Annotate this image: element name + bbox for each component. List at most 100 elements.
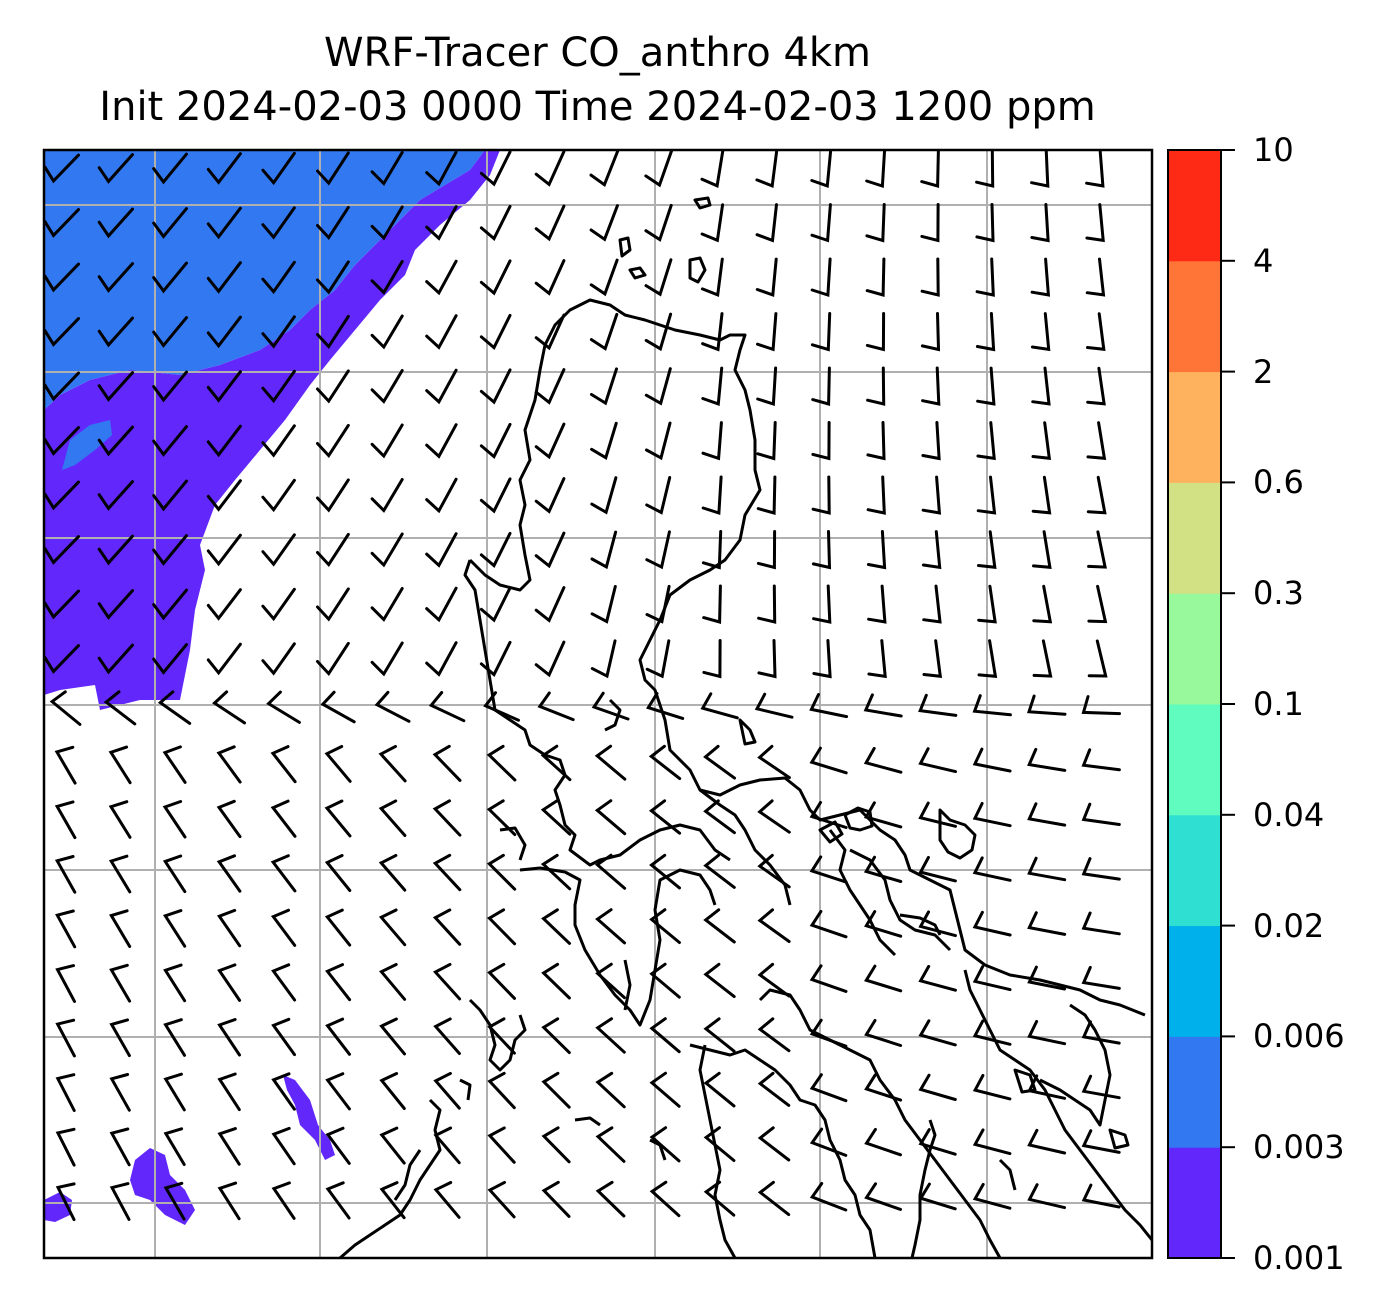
wind-barb [216,854,242,893]
wind-barb [217,963,242,1002]
wind-barb [216,908,242,948]
wind-barb [206,533,242,567]
wind-barb [866,366,886,406]
wind-barb [810,312,832,352]
wind-barb [487,962,516,1000]
wind-barb [701,366,724,406]
wind-barb [703,1071,736,1108]
wind-barb [867,639,887,679]
wind-barb [44,262,80,293]
wind-barb [918,1128,957,1156]
wind-barb [755,150,779,188]
wind-barb [379,963,407,1001]
wind-barb [483,691,520,722]
wind-barb [432,853,462,892]
wind-barb [865,257,886,297]
wind-barb [972,1019,1012,1046]
wind-barb [540,853,572,891]
wind-barb [922,639,943,679]
wind-barb [865,203,886,243]
wind-barb [866,475,886,515]
wind-barb [649,1017,681,1054]
wind-barb [809,1073,848,1103]
wind-barb [920,203,940,243]
wind-barb [1081,748,1121,772]
wind-barb [206,152,242,185]
wind-barb [1085,150,1105,188]
wind-barb [1030,150,1050,188]
wind-barb [425,368,458,405]
wind-barb [217,1181,241,1221]
wind-barb [109,1073,131,1112]
wind-barb [261,424,296,458]
wind-barb [863,801,903,829]
coastline [339,196,1152,1258]
wind-barb [649,1126,681,1163]
wind-barb [864,1182,902,1211]
wind-barb [534,313,566,351]
wind-barb [1081,695,1121,716]
wind-barb [370,532,404,568]
wind-barb [703,1017,736,1053]
wind-barb [645,421,672,461]
wind-barb [487,1180,516,1219]
wind-barb [920,257,940,297]
wind-barb [44,426,80,456]
wind-barb [487,1071,516,1110]
wind-barb [646,692,685,720]
wind-barb [379,1126,406,1165]
wind-barb [206,642,242,676]
wind-barb [918,1073,957,1101]
wind-barb [479,204,512,241]
wind-barb [976,366,996,406]
wind-barb [534,204,566,242]
wind-barb [217,1072,241,1112]
wind-barb [261,369,296,404]
wind-barb [534,531,566,569]
wind-barb [703,744,736,780]
wind-barb [97,534,134,566]
colorbar-label: 0.1 [1253,685,1304,723]
wind-barb [163,1018,186,1057]
wind-barb [1081,1183,1121,1209]
wind-barb [649,1180,681,1218]
wind-barb [316,260,350,295]
wind-barb [921,475,942,515]
wind-barb [809,1018,848,1048]
wind-barb [1027,1020,1067,1046]
wind-barb [757,962,791,998]
wind-barb [918,1182,957,1211]
wind-barb [1087,530,1107,569]
wind-barb [109,1182,131,1221]
wind-barb [44,371,80,402]
wind-barb [645,639,671,679]
wind-barb [922,584,942,624]
wind-barb [921,421,941,461]
wind-barb [540,799,572,836]
wind-barb [757,853,791,889]
wind-barb [972,856,1012,882]
wind-barb [534,586,566,623]
wind-barb [55,1018,76,1058]
wind-barb [756,530,777,570]
wind-barb [324,799,352,838]
wind-barb [487,1126,516,1164]
wind-barb [809,964,848,993]
wind-barb [432,744,462,782]
wind-barb [809,909,848,939]
wind-barb [152,316,188,348]
wind-barb [206,370,242,403]
wind-barb [595,962,626,1000]
map-title-line2: Init 2024-02-03 0000 Time 2024-02-03 120… [99,84,1096,130]
wind-barb [757,584,777,624]
wind-barb [1081,857,1121,881]
wind-barb [425,641,458,677]
wind-barb [216,745,242,784]
wind-barb [590,421,618,460]
wind-barb [975,150,995,188]
wind-barb [44,535,80,565]
wind-barb [152,370,188,403]
wind-barb [921,366,941,406]
colorbar-segment [1168,1036,1221,1148]
wind-barb [541,1180,571,1218]
